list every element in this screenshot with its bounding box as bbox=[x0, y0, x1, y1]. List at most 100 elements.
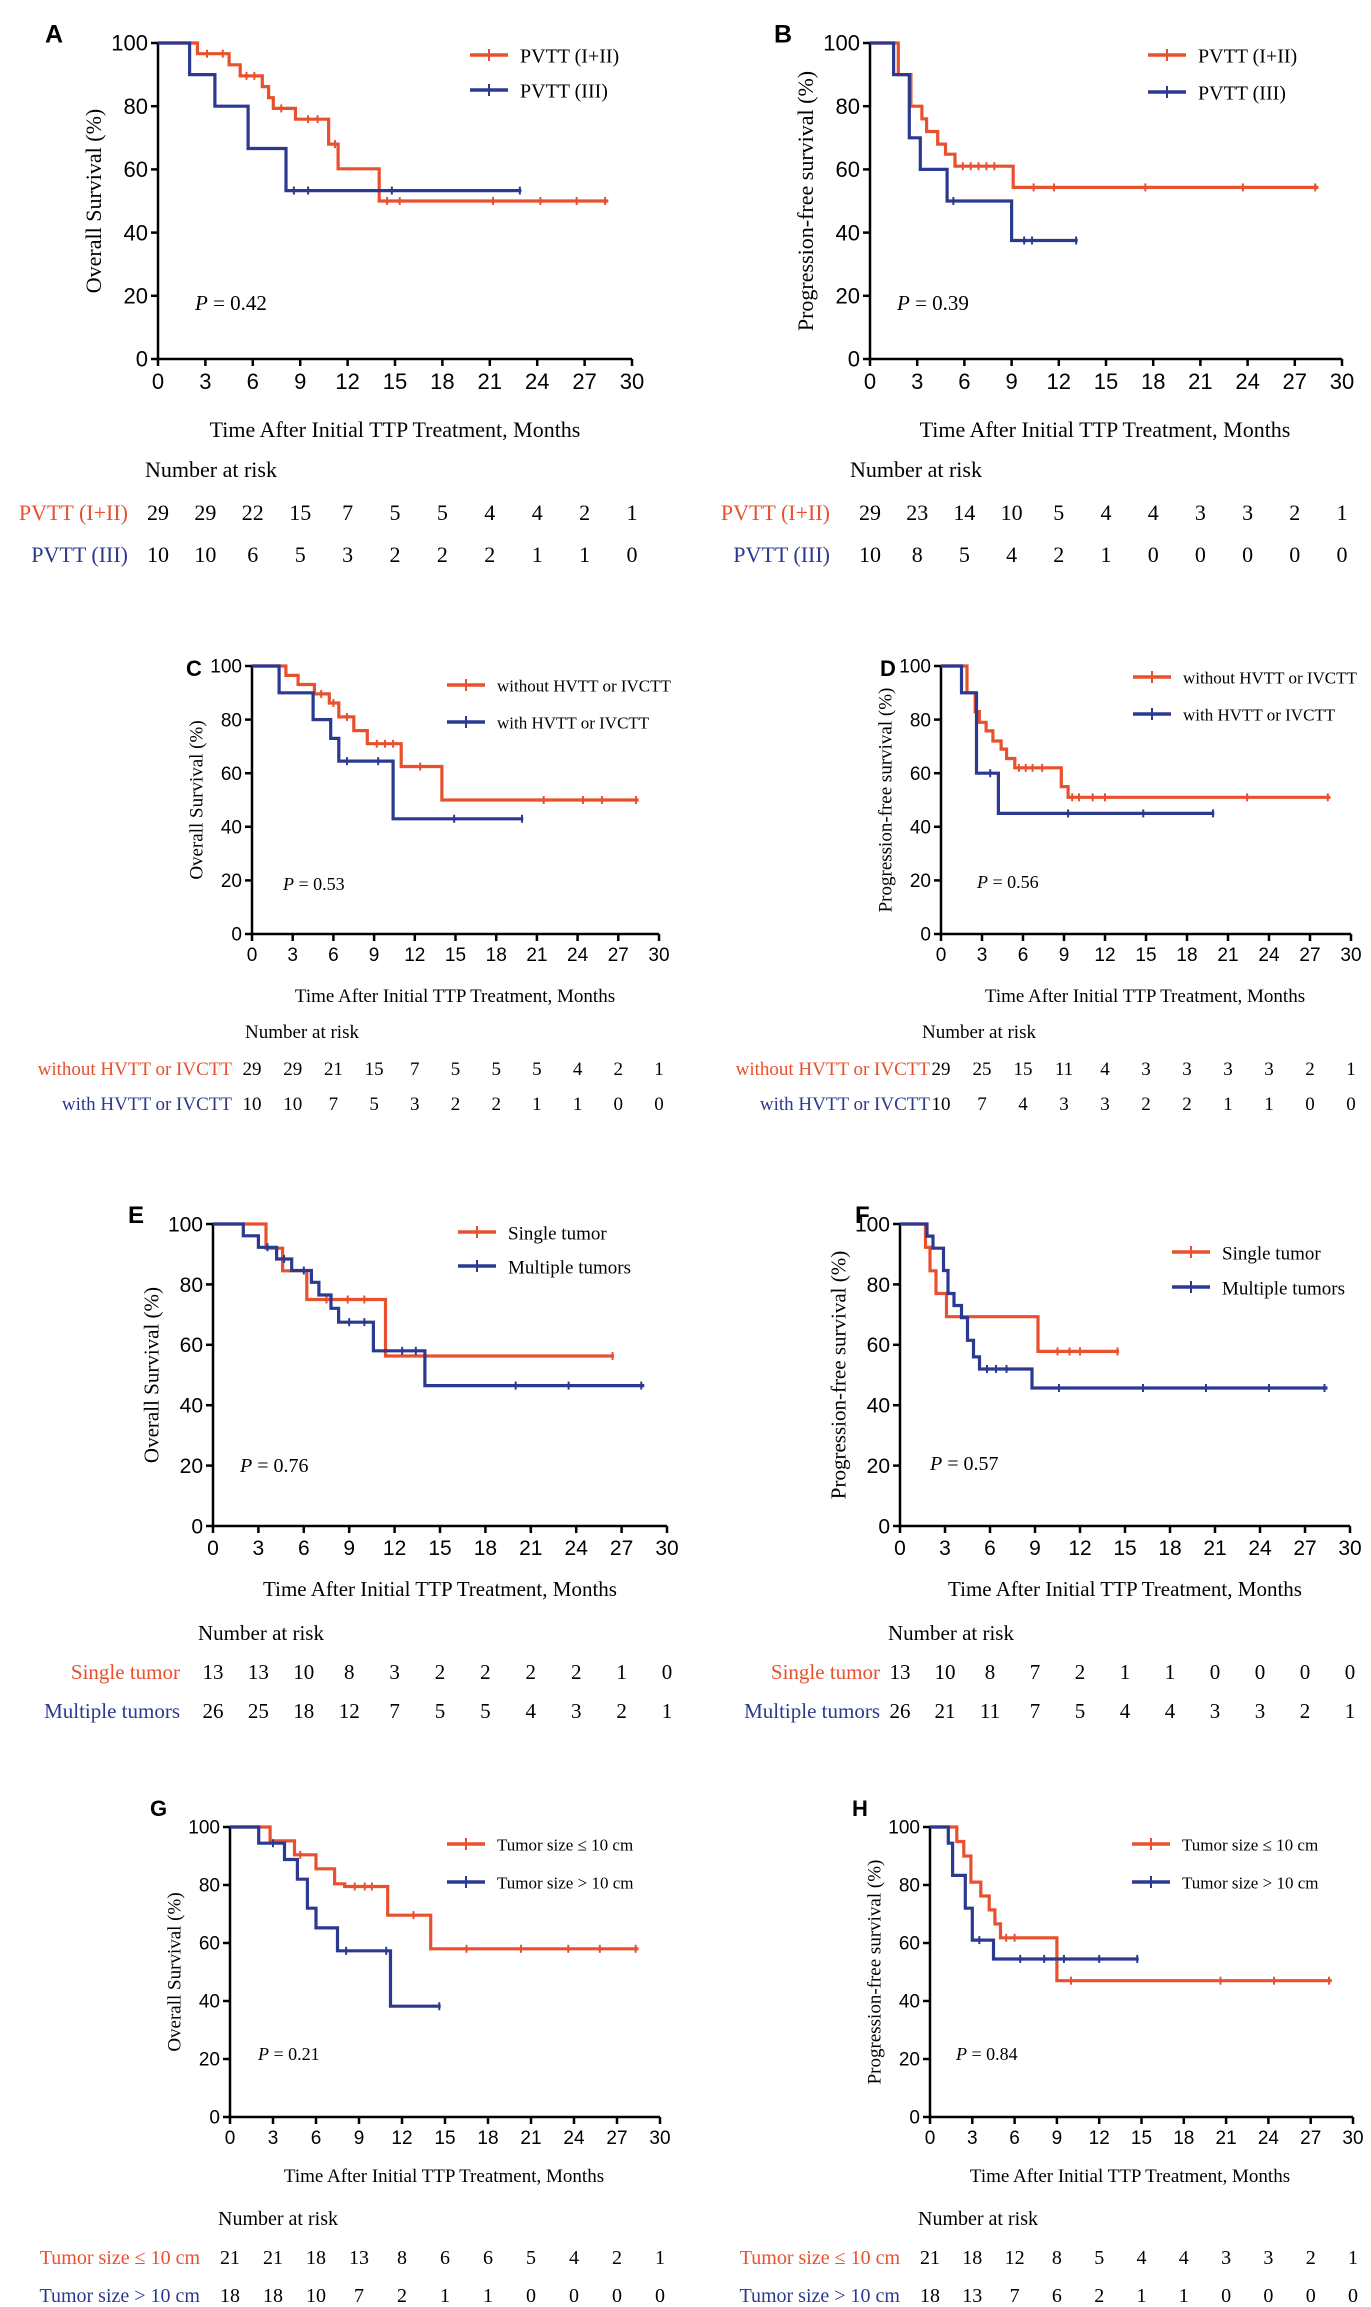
risk-count: 8 bbox=[1052, 2247, 1062, 2269]
y-tick-label: 60 bbox=[899, 1934, 920, 1955]
risk-count: 4 bbox=[1018, 1094, 1028, 1115]
risk-count: 15 bbox=[289, 500, 311, 525]
risk-count: 5 bbox=[437, 500, 448, 525]
risk-count: 0 bbox=[1345, 1660, 1356, 1684]
x-tick-label: 27 bbox=[1283, 369, 1307, 394]
x-tick-label: 6 bbox=[328, 945, 339, 966]
risk-count: 29 bbox=[932, 1059, 951, 1080]
risk-row-label: without HVTT or IVCTT bbox=[736, 1059, 931, 1080]
risk-count: 5 bbox=[480, 1699, 491, 1723]
risk-count: 4 bbox=[1148, 500, 1159, 525]
x-tick-label: 12 bbox=[1068, 1537, 1091, 1560]
risk-count: 12 bbox=[339, 1699, 360, 1723]
series-2-curve bbox=[941, 664, 1215, 816]
risk-count: 2 bbox=[390, 542, 401, 567]
x-tick-label: 21 bbox=[519, 1537, 542, 1560]
risk-count: 21 bbox=[263, 2247, 283, 2269]
risk-count: 1 bbox=[1337, 500, 1348, 525]
x-tick-label: 0 bbox=[247, 945, 258, 966]
y-tick-label: 0 bbox=[231, 925, 242, 946]
risk-count: 13 bbox=[962, 2285, 982, 2307]
risk-count: 2 bbox=[1053, 542, 1064, 567]
risk-count: 15 bbox=[365, 1059, 384, 1080]
risk-count: 0 bbox=[1148, 542, 1159, 567]
x-tick-label: 3 bbox=[967, 2128, 978, 2149]
risk-count: 18 bbox=[220, 2285, 240, 2307]
x-tick-label: 18 bbox=[1176, 945, 1197, 966]
panel-letter: C bbox=[186, 656, 202, 681]
risk-count: 0 bbox=[1305, 1094, 1315, 1115]
y-tick-label: 40 bbox=[899, 1992, 920, 2013]
risk-count: 10 bbox=[194, 542, 216, 567]
legend-label: with HVTT or IVCTT bbox=[1183, 706, 1336, 725]
panel-letter: G bbox=[150, 1796, 167, 1821]
risk-count: 4 bbox=[1137, 2247, 1147, 2269]
y-tick-label: 0 bbox=[920, 925, 931, 946]
risk-count: 5 bbox=[1094, 2247, 1104, 2269]
y-tick-label: 60 bbox=[180, 1334, 203, 1357]
risk-count: 25 bbox=[973, 1059, 992, 1080]
x-tick-label: 15 bbox=[434, 2128, 455, 2149]
x-tick-label: 15 bbox=[1131, 2128, 1152, 2149]
legend-label: PVTT (I+II) bbox=[520, 46, 619, 68]
series-2-curve bbox=[900, 1222, 1328, 1390]
risk-count: 2 bbox=[480, 1660, 491, 1684]
y-tick-label: 20 bbox=[899, 2050, 920, 2071]
x-tick-label: 30 bbox=[1342, 2128, 1363, 2149]
risk-count: 29 bbox=[283, 1059, 302, 1080]
series-2-curve bbox=[870, 41, 1078, 243]
series-1-curve bbox=[158, 41, 609, 203]
risk-count: 18 bbox=[293, 1699, 314, 1723]
risk-count: 0 bbox=[526, 2285, 536, 2307]
legend-label: Tumor size > 10 cm bbox=[1182, 1874, 1318, 1893]
y-axis-title: Progression-free survival (%) bbox=[826, 1251, 850, 1499]
x-tick-label: 9 bbox=[1005, 369, 1017, 394]
risk-count: 0 bbox=[655, 2285, 665, 2307]
y-tick-label: 20 bbox=[199, 2050, 220, 2071]
panel-letter: E bbox=[128, 1202, 144, 1229]
x-tick-label: 15 bbox=[428, 1537, 451, 1560]
x-tick-label: 12 bbox=[1094, 945, 1115, 966]
risk-title: Number at risk bbox=[245, 1022, 359, 1043]
risk-count: 1 bbox=[573, 1094, 583, 1115]
risk-count: 29 bbox=[243, 1059, 262, 1080]
x-tick-label: 0 bbox=[864, 369, 876, 394]
x-tick-label: 15 bbox=[1113, 1537, 1136, 1560]
risk-count: 0 bbox=[1210, 1660, 1221, 1684]
y-tick-label: 80 bbox=[867, 1274, 890, 1297]
p-value: P = 0.39 bbox=[896, 291, 969, 315]
risk-row-label: Tumor size > 10 cm bbox=[739, 2285, 900, 2307]
risk-count: 3 bbox=[410, 1094, 420, 1115]
y-tick-label: 0 bbox=[136, 347, 148, 372]
risk-row-label: with HVTT or IVCTT bbox=[760, 1094, 930, 1115]
risk-count: 2 bbox=[451, 1094, 461, 1115]
risk-count: 0 bbox=[662, 1660, 673, 1684]
risk-title: Number at risk bbox=[850, 457, 982, 482]
x-tick-label: 24 bbox=[525, 369, 549, 394]
x-tick-label: 3 bbox=[268, 2128, 279, 2149]
x-tick-label: 18 bbox=[477, 2128, 498, 2149]
risk-count: 4 bbox=[532, 500, 543, 525]
y-tick-label: 0 bbox=[909, 2108, 920, 2129]
x-tick-label: 6 bbox=[311, 2128, 322, 2149]
x-tick-label: 21 bbox=[1216, 2128, 1237, 2149]
x-tick-label: 6 bbox=[1009, 2128, 1020, 2149]
y-tick-label: 100 bbox=[188, 1818, 220, 1839]
series-2-curve bbox=[252, 664, 524, 821]
x-axis-title: Time After Initial TTP Treatment, Months bbox=[970, 2166, 1290, 2187]
risk-count: 4 bbox=[1006, 542, 1017, 567]
x-tick-label: 0 bbox=[225, 2128, 236, 2149]
risk-count: 3 bbox=[342, 542, 353, 567]
risk-count: 0 bbox=[1348, 2285, 1358, 2307]
risk-count: 13 bbox=[890, 1660, 911, 1684]
risk-row-label: with HVTT or IVCTT bbox=[62, 1094, 232, 1115]
risk-count: 12 bbox=[1005, 2247, 1025, 2269]
y-tick-label: 100 bbox=[111, 31, 148, 56]
y-tick-label: 40 bbox=[910, 817, 931, 838]
risk-count: 0 bbox=[1263, 2285, 1273, 2307]
risk-count: 10 bbox=[243, 1094, 262, 1115]
